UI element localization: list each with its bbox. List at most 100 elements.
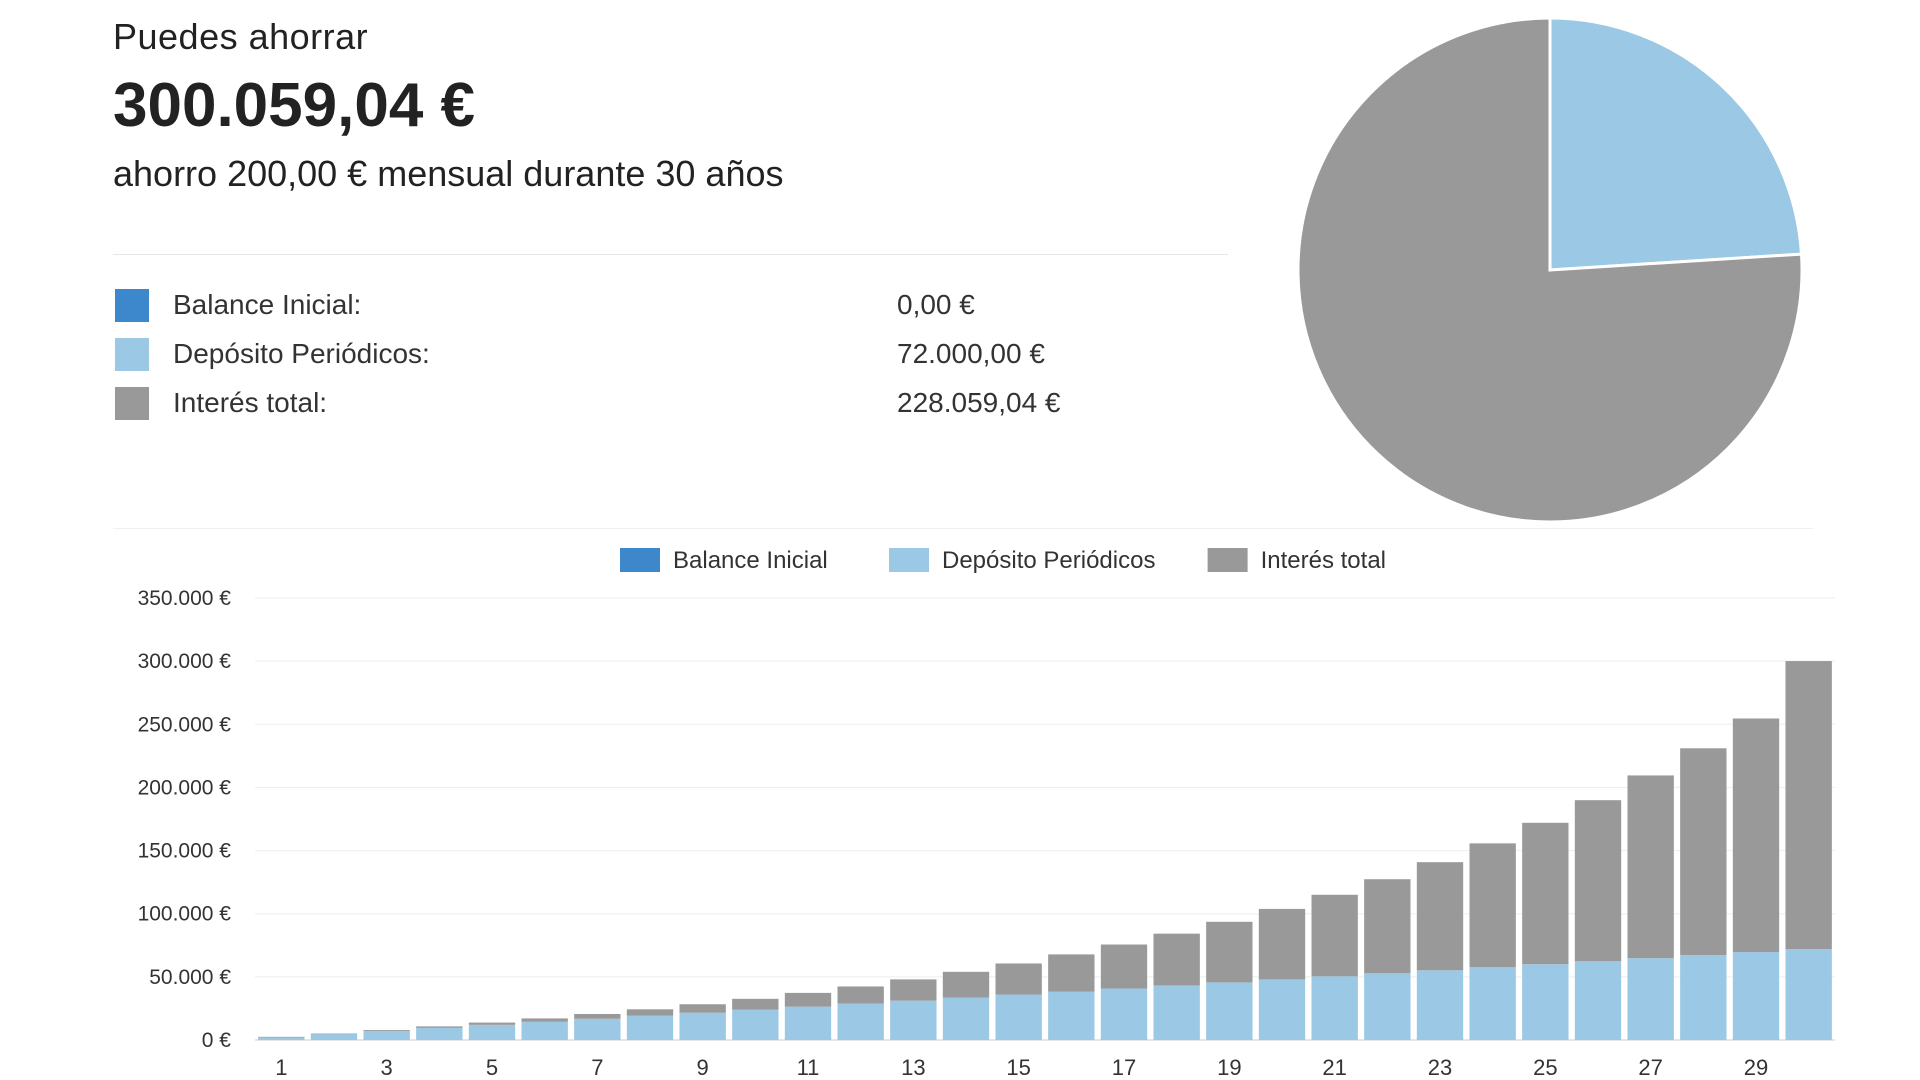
x-tick-label: 1 [275, 1055, 287, 1080]
chart-divider [113, 528, 1813, 529]
bar-deposits-3 [363, 1030, 410, 1040]
savings-intro: Puedes ahorrar 300.059,04 € ahorro 200,0… [113, 16, 783, 195]
legend-swatch [889, 548, 929, 572]
bar-interest-29 [1732, 718, 1780, 953]
bar-deposits-16 [1048, 991, 1095, 1040]
bar-interest-6 [521, 1018, 568, 1022]
savings-label: Puedes ahorrar [113, 16, 369, 57]
x-tick-label: 19 [1217, 1055, 1241, 1080]
x-tick-label: 25 [1533, 1055, 1557, 1080]
legend-label: Depósito Periódicos [942, 547, 1155, 574]
bar-interest-18 [1153, 933, 1200, 986]
bar-interest-8 [626, 1009, 674, 1016]
bar-deposits-12 [837, 1003, 884, 1040]
bar-interest-5 [468, 1022, 516, 1025]
y-tick-label: 300.000 € [138, 650, 232, 673]
bar-deposits-14 [942, 997, 990, 1040]
bar-interest-26 [1574, 800, 1622, 962]
divider [113, 254, 1228, 255]
bar-deposits-22 [1364, 973, 1411, 1040]
bar-deposits-27 [1627, 958, 1674, 1040]
bar-deposits-25 [1522, 964, 1569, 1040]
bar-interest-7 [574, 1013, 621, 1019]
x-tick-label: 9 [697, 1055, 709, 1080]
summary-row-balance: Balance Inicial: 0,00 € [113, 285, 1113, 334]
x-tick-label: 27 [1638, 1055, 1662, 1080]
bar-deposits-5 [468, 1024, 516, 1040]
bar-interest-11 [784, 992, 832, 1007]
bar-deposits-2 [310, 1033, 358, 1040]
bar-deposits-17 [1100, 988, 1148, 1040]
bar-interest-17 [1100, 944, 1148, 989]
bar-interest-16 [1048, 954, 1095, 992]
bar-deposits-15 [995, 994, 1042, 1040]
pie-slice-inter-s-total [1296, 16, 1804, 524]
x-tick-label: 7 [591, 1055, 603, 1080]
bar-interest-14 [942, 971, 990, 998]
bar-interest-13 [890, 979, 937, 1001]
legend-item-2: Depósito Periódicos [889, 547, 1155, 574]
x-tick-label: 29 [1744, 1055, 1768, 1080]
bar-deposits-21 [1311, 976, 1358, 1040]
bar-interest-2 [310, 1033, 358, 1035]
x-tick-label: 15 [1006, 1055, 1030, 1080]
pie-chart [1296, 16, 1804, 524]
legend-swatch [1207, 548, 1248, 572]
bar-interest-28 [1680, 748, 1727, 956]
balance-swatch [115, 289, 149, 322]
legend-label: Interés total [1261, 547, 1386, 574]
bar-interest-24 [1469, 843, 1516, 968]
legend-item-1: Balance Inicial [620, 547, 828, 574]
y-tick-label: 150.000 € [138, 840, 232, 863]
bar-interest-23 [1416, 862, 1464, 971]
bar-deposits-9 [679, 1012, 726, 1040]
bar-interest-22 [1364, 879, 1411, 974]
bar-deposits-30 [1785, 949, 1832, 1040]
x-tick-label: 11 [797, 1055, 820, 1080]
bar-interest-10 [732, 998, 779, 1010]
savings-description: ahorro 200,00 € mensual durante 30 años [113, 153, 784, 194]
summary-value-interest: 228.059,04 € [897, 387, 1061, 418]
bar-deposits-20 [1258, 979, 1306, 1040]
bar-interest-1 [258, 1036, 305, 1038]
y-tick-label: 200.000 € [138, 776, 232, 799]
bar-interest-20 [1258, 908, 1306, 980]
total-savings-amount: 300.059,04 € [113, 71, 476, 140]
bar-deposits-23 [1416, 970, 1464, 1040]
stacked-bar-chart: Balance Inicial Depósito Periódicos Interé… [138, 547, 1835, 1080]
bar-deposits-26 [1574, 961, 1622, 1040]
legend-label: Balance Inicial [673, 547, 828, 574]
summary-value-deposits: 72.000,00 € [897, 338, 1045, 369]
legend-item-3: Interés total [1207, 547, 1386, 574]
x-tick-label: 5 [486, 1055, 498, 1080]
summary-label-balance: Balance Inicial: [173, 289, 362, 320]
bar-interest-4 [416, 1026, 463, 1028]
bar-deposits-6 [521, 1021, 568, 1040]
bar-deposits-10 [732, 1009, 779, 1040]
x-tick-label: 21 [1322, 1055, 1346, 1080]
summary-label-interest: Interés total: [173, 387, 328, 418]
bar-interest-15 [995, 963, 1042, 995]
bar-interest-21 [1311, 894, 1358, 977]
bars [258, 661, 1832, 1040]
chart-legend: Balance Inicial Depósito Periódicos Interé… [620, 547, 1386, 574]
bar-interest-27 [1627, 775, 1674, 959]
summary-legend: Balance Inicial: 0,00 € Depósito Periódi… [113, 285, 1113, 432]
pie-slice-dep-sito-peri-dicos [1548, 16, 1804, 272]
x-tick-label: 23 [1428, 1055, 1452, 1080]
bar-interest-3 [363, 1030, 410, 1031]
bar-interest-25 [1522, 822, 1569, 965]
bar-deposits-7 [574, 1018, 621, 1040]
bar-deposits-4 [416, 1027, 463, 1040]
bar-interest-9 [679, 1004, 726, 1013]
bar-deposits-29 [1732, 952, 1780, 1040]
y-tick-label: 350.000 € [138, 587, 232, 610]
bar-deposits-28 [1680, 955, 1727, 1040]
bar-deposits-18 [1153, 985, 1200, 1040]
bar-deposits-8 [626, 1015, 674, 1040]
bar-deposits-13 [890, 1000, 937, 1040]
bar-deposits-24 [1469, 967, 1516, 1040]
y-tick-label: 0 € [202, 1029, 232, 1052]
summary-row-interest: Interés total: 228.059,04 € [113, 383, 1113, 432]
legend-swatch [620, 548, 660, 572]
